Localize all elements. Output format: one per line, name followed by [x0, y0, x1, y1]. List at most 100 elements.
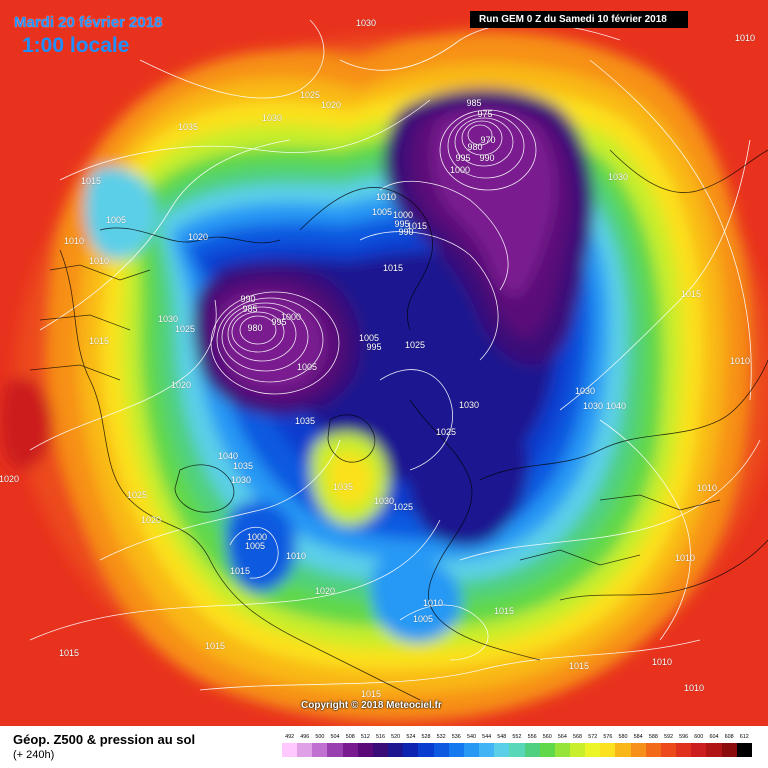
- scale-tick-label: 596: [679, 734, 689, 740]
- isobar-label: 975: [477, 109, 493, 119]
- scale-tick-label: 552: [512, 734, 522, 740]
- isobar-label: 1010: [651, 657, 673, 667]
- scale-color-bar: [282, 743, 752, 757]
- isobar-line: [399, 604, 489, 661]
- coastline-path: [409, 399, 541, 661]
- isobar-label: 1015: [80, 176, 102, 186]
- scale-swatch: [660, 743, 677, 757]
- scale-tick-labels: 492 496 500 504 508 512 516 520 524 528 532 536 540 5…: [282, 733, 752, 741]
- isobar-label: 1005: [358, 333, 380, 343]
- forecast-date: Mardi 20 février 2018: [14, 14, 163, 31]
- scale-tick-label: 496: [300, 734, 310, 740]
- isobar-label: 1000: [246, 532, 268, 542]
- z500-zone-520-atlantic: [406, 390, 529, 546]
- scale-tick-label: 568: [573, 734, 583, 740]
- geopotential-field: [0, 0, 768, 726]
- isobar-label: 995: [455, 153, 471, 163]
- scale-tick-label: 508: [345, 734, 355, 740]
- isobar-label: 1005: [412, 614, 434, 624]
- isobar-line: [559, 139, 751, 411]
- scale-tick-label: 548: [497, 734, 507, 740]
- isobar-label: 1015: [493, 606, 515, 616]
- scale-tick-label: 608: [724, 734, 734, 740]
- isobar-line: [379, 369, 453, 471]
- scale-swatch: [282, 743, 298, 757]
- scale-swatch: [554, 743, 570, 757]
- scale-swatch: [388, 743, 404, 757]
- scale-tick-label: 540: [466, 734, 476, 740]
- isobar-label: 1010: [674, 553, 696, 563]
- scale-tick-label: 564: [557, 734, 567, 740]
- scale-swatch: [327, 743, 343, 757]
- z500-zone-548-north: [85, 166, 156, 260]
- scale-swatch: [418, 743, 434, 757]
- copyright-notice: Copyright © 2018 Meteociel.fr: [301, 700, 442, 711]
- border-path: [39, 314, 131, 331]
- isobar-label: 995: [394, 219, 410, 229]
- isobar-label: 1020: [170, 380, 192, 390]
- scale-tick-label: 572: [588, 734, 598, 740]
- isobar-line: [99, 439, 341, 561]
- z500-zone-540-mediterranean: [370, 556, 462, 643]
- isobar-label: 1010: [683, 683, 705, 693]
- isobar-label: 1005: [371, 207, 393, 217]
- pressure-map: 1030 1010 1025 1020 1030 1035 985 975 970 980 995 9…: [0, 0, 768, 726]
- isobar-label: 1010: [63, 236, 85, 246]
- isobar-label: 1030: [230, 475, 252, 485]
- isobar-label: 1010: [734, 33, 756, 43]
- isobar-line: [467, 124, 493, 146]
- scale-swatch: [539, 743, 555, 757]
- isobar-line: [589, 59, 752, 401]
- z500-zone-508-west: [221, 293, 325, 391]
- z500-zone-532-pacific: [225, 501, 296, 593]
- scale-swatch: [312, 743, 328, 757]
- map-footer: Géop. Z500 & pression au sol (+ 240h) 49…: [0, 726, 768, 768]
- coastlines: [29, 149, 768, 701]
- scale-tick-label: 492: [285, 734, 295, 740]
- scale-tick-label: 592: [663, 734, 673, 740]
- scale-tick-label: 532: [436, 734, 446, 740]
- scale-tick-label: 576: [603, 734, 613, 740]
- isobar-label: 990: [240, 294, 256, 304]
- isobar-line: [454, 117, 514, 167]
- isobar-label: 1010: [88, 256, 110, 266]
- coastline-path: [299, 187, 433, 331]
- isobar-label: 1025: [404, 340, 426, 350]
- isobar-label: 1030: [373, 496, 395, 506]
- scale-tick-label: 612: [739, 734, 749, 740]
- scale-swatch: [342, 743, 358, 757]
- border-path: [599, 494, 721, 511]
- isobar-label: 1000: [449, 165, 471, 175]
- isobar-label: 1005: [244, 541, 266, 551]
- isobar-line: [227, 306, 297, 362]
- isobar-label: 1030: [582, 401, 604, 411]
- scale-tick-label: 560: [542, 734, 552, 740]
- isobar-line: [239, 315, 277, 345]
- isobar-line: [221, 302, 309, 372]
- scale-swatch: [494, 743, 510, 757]
- coastline-path: [479, 359, 768, 481]
- isobar-label: 1005: [296, 362, 318, 372]
- scale-tick-label: 536: [451, 734, 461, 740]
- isobar-line: [216, 297, 324, 383]
- border-path: [519, 549, 641, 566]
- isobar-label: 1010: [375, 192, 397, 202]
- isobar-label: 1000: [280, 312, 302, 322]
- scale-tick-label: 528: [421, 734, 431, 740]
- scale-swatch: [524, 743, 540, 757]
- isobar-label: 1015: [568, 661, 590, 671]
- forecast-local-time: 1:00 locale: [22, 34, 130, 57]
- isobar-label: 1025: [174, 324, 196, 334]
- isobar-label: 990: [398, 227, 414, 237]
- isobar-label: 1025: [392, 502, 414, 512]
- scale-swatch: [615, 743, 631, 757]
- scale-tick-label: 520: [391, 734, 401, 740]
- isobar-line: [229, 526, 279, 579]
- isobar-label: 980: [247, 323, 263, 333]
- isobar-label: 1015: [382, 263, 404, 273]
- scale-tick-label: 516: [376, 734, 386, 740]
- scale-tick-label: 580: [618, 734, 628, 740]
- scale-swatch: [448, 743, 464, 757]
- scale-swatch: [645, 743, 661, 757]
- scale-swatch: [736, 743, 752, 757]
